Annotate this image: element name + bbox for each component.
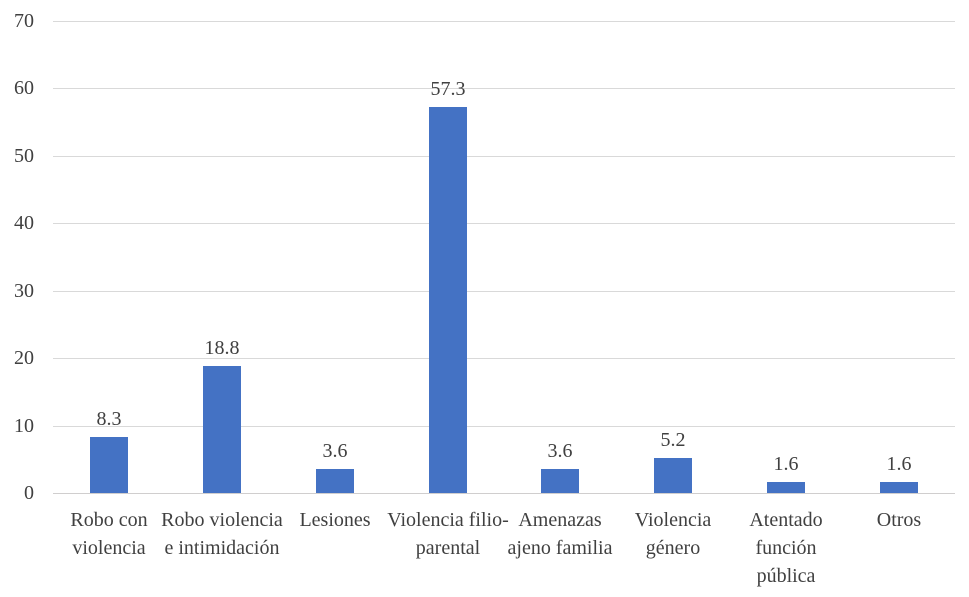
x-axis-category-label: Robo con violencia — [70, 509, 148, 559]
gridline — [53, 493, 955, 494]
gridline — [53, 223, 955, 224]
y-axis-tick-label: 30 — [14, 280, 34, 302]
x-axis-category-label: Robo violencia e intimidación — [161, 509, 283, 559]
y-axis-tick-label: 50 — [14, 145, 34, 167]
bar — [767, 482, 805, 493]
bar-value-label: 18.8 — [204, 337, 240, 359]
bar — [429, 107, 467, 493]
x-axis-category-label: Violencia filio-parental — [387, 509, 509, 559]
gridline — [53, 21, 955, 22]
gridline — [53, 426, 955, 427]
bar-value-label: 5.2 — [660, 429, 686, 451]
bar — [203, 366, 241, 493]
x-axis-category-label: Violencia género — [634, 509, 712, 559]
gridline — [53, 291, 955, 292]
gridline — [53, 156, 955, 157]
x-axis-category-label: Amenazas ajeno familia — [507, 509, 613, 559]
gridline — [53, 88, 955, 89]
x-axis-category-label: Atentado función pública — [749, 509, 823, 587]
bar-value-label: 3.6 — [547, 440, 573, 462]
y-axis-tick-label: 60 — [14, 77, 34, 99]
bar-value-label: 8.3 — [96, 408, 122, 430]
bar — [654, 458, 692, 493]
bar-value-label: 1.6 — [886, 453, 912, 475]
bar-value-label: 3.6 — [322, 440, 348, 462]
y-axis-tick-label: 0 — [24, 482, 34, 504]
y-axis-tick-label: 10 — [14, 415, 34, 437]
x-axis-category-label: Otros — [876, 509, 922, 531]
y-axis-tick-label: 70 — [14, 10, 34, 32]
bar — [90, 437, 128, 493]
gridline — [53, 358, 955, 359]
y-axis-tick-label: 40 — [14, 212, 34, 234]
bar-value-label: 1.6 — [773, 453, 799, 475]
bar-value-label: 57.3 — [430, 78, 466, 100]
bar — [541, 469, 579, 493]
bar — [316, 469, 354, 493]
x-axis-category-label: Lesiones — [299, 509, 371, 531]
bar — [880, 482, 918, 493]
y-axis-tick-label: 20 — [14, 347, 34, 369]
